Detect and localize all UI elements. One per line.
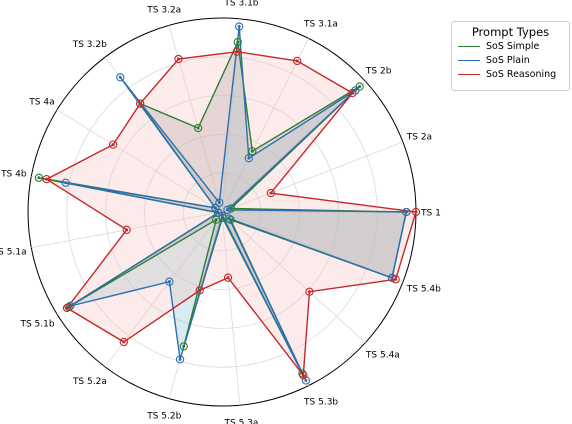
series-area-sos-reasoning xyxy=(46,51,416,376)
category-label-ts-5-4b: TS 5.4b xyxy=(406,285,441,295)
series-area-sos-plain xyxy=(65,26,407,381)
point-sos-plain-ts-5-3a xyxy=(218,211,227,221)
point-sos-simple-ts-2b xyxy=(355,82,364,91)
point-sos-reasoning-ts-2a xyxy=(266,188,275,198)
point-sos-plain-ts-5-3b xyxy=(301,376,311,385)
spoke-ts-4a xyxy=(56,109,223,213)
point-sos-simple-ts-5-2b xyxy=(179,342,188,351)
category-label-ts-3-1a: TS 3.1a xyxy=(303,20,338,30)
spoke-ts-3-1a xyxy=(221,38,309,213)
category-label-ts-3-2a: TS 3.2a xyxy=(146,6,181,16)
category-label-ts-2a: TS 2a xyxy=(406,132,432,142)
point-sos-reasoning-ts-4b xyxy=(42,175,51,184)
legend-swatch-sos-plain xyxy=(458,59,480,61)
legend-item-sos-plain: SoS Plain xyxy=(458,53,569,67)
point-sos-plain-ts-5-4a xyxy=(225,214,234,223)
legend-label-sos-reasoning: SoS Reasoning xyxy=(486,68,557,80)
series-fills xyxy=(38,26,416,381)
category-label-ts-5-3b: TS 5.3b xyxy=(303,397,338,407)
point-sos-simple-ts-4b xyxy=(34,173,44,182)
legend-swatch-sos-simple xyxy=(458,45,480,47)
category-label-ts-3-2b: TS 3.2b xyxy=(72,40,107,50)
spoke-ts-2a xyxy=(221,141,404,213)
point-sos-plain-ts-3-2b xyxy=(116,73,125,82)
point-sos-reasoning-ts-3-2b xyxy=(136,99,145,108)
category-label-ts-3-1b: TS 3.1b xyxy=(223,0,258,8)
point-sos-reasoning-ts-5-3a xyxy=(223,273,233,282)
series-markers xyxy=(34,22,421,385)
series-line-sos-plain xyxy=(65,26,408,381)
point-sos-reasoning-ts-3-1b xyxy=(232,47,242,56)
category-label-ts-1: TS 1 xyxy=(420,209,441,219)
legend-title: Prompt Types xyxy=(471,25,550,39)
point-sos-reasoning-ts-5-4b xyxy=(391,275,400,284)
legend-swatch-sos-reasoning xyxy=(458,73,480,75)
point-sos-reasoning-ts-3-1a xyxy=(293,56,302,66)
point-sos-plain-ts-4b xyxy=(61,178,70,187)
point-sos-reasoning-ts-5-2a xyxy=(119,337,128,347)
category-label-ts-4b: TS 4b xyxy=(0,170,27,180)
spoke-ts-5-3a xyxy=(221,211,241,406)
category-labels: TS 1 TS 2a TS 2b TS 3.1a TS 3.1b TS 3.2a TS 3.… xyxy=(0,0,441,424)
legend-label-sos-plain: SoS Plain xyxy=(486,54,530,66)
point-sos-reasoning-ts-5-2b xyxy=(195,286,204,295)
category-label-ts-5-4a: TS 5.4a xyxy=(365,351,400,361)
point-sos-plain-ts-1 xyxy=(402,207,411,217)
category-label-ts-5-2a: TS 5.2a xyxy=(72,377,107,387)
category-label-ts-5-3a: TS 5.3a xyxy=(224,419,259,424)
category-label-ts-5-1b: TS 5.1b xyxy=(19,320,54,330)
point-sos-plain-ts-3-2a xyxy=(215,198,224,207)
point-sos-plain-ts-2a xyxy=(223,205,232,215)
point-sos-reasoning-ts-1 xyxy=(411,207,421,217)
category-label-ts-5-2b: TS 5.2b xyxy=(146,411,181,421)
point-sos-simple-ts-3-2a xyxy=(193,123,203,133)
point-sos-plain-ts-3-1a xyxy=(244,154,253,163)
point-sos-reasoning-ts-4a xyxy=(108,140,118,149)
spoke-ts-5-4a xyxy=(221,211,366,343)
legend-item-sos-reasoning: SoS Reasoning xyxy=(458,67,569,81)
point-sos-plain-ts-5-2b xyxy=(175,355,185,364)
legend-label-sos-simple: SoS Simple xyxy=(486,40,540,52)
point-sos-reasoning-ts-3-2a xyxy=(174,54,183,64)
legend-item-sos-simple: SoS Simple xyxy=(458,39,569,53)
point-sos-simple-ts-3-1b xyxy=(233,37,242,47)
series-lines xyxy=(38,26,417,381)
spoke-ts-3-2a xyxy=(168,25,223,213)
series-line-sos-reasoning xyxy=(45,50,417,378)
point-sos-reasoning-ts-5-1a xyxy=(122,225,131,234)
point-sos-plain-ts-4a xyxy=(211,203,220,213)
category-label-ts-2b: TS 2b xyxy=(365,66,392,76)
point-sos-reasoning-ts-5-3b xyxy=(299,371,308,380)
point-sos-plain-ts-5-2a xyxy=(165,277,174,286)
point-sos-reasoning-ts-5-1b xyxy=(62,303,72,313)
legend: Prompt Types SoS Simple SoS Plain SoS Re… xyxy=(451,21,570,91)
series-area-sos-simple xyxy=(38,42,407,374)
category-label-ts-5-1a: TS 5.1a xyxy=(0,247,27,257)
point-sos-reasoning-ts-2b xyxy=(348,88,357,98)
point-sos-plain-ts-3-1b xyxy=(235,22,244,31)
point-sos-reasoning-ts-5-4a xyxy=(305,287,314,296)
point-sos-simple-ts-3-1a xyxy=(248,147,257,156)
category-label-ts-4a: TS 4a xyxy=(28,97,54,107)
